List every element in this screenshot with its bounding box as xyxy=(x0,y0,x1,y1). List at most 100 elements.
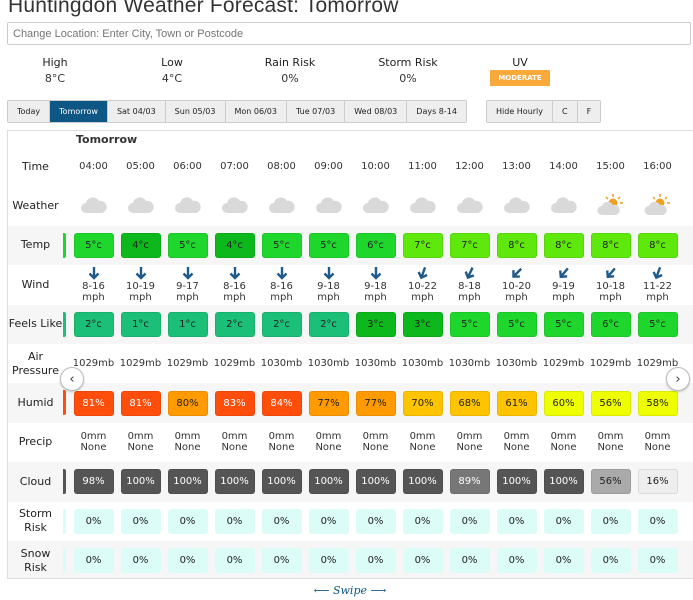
wind-unit: mph xyxy=(599,292,622,304)
snow-value: 0% xyxy=(496,548,537,574)
time-value: 10:00 xyxy=(361,161,390,173)
cloud-cell: 100% xyxy=(352,462,399,501)
humid-cell: 61% xyxy=(493,383,540,422)
cloud-value: 100% xyxy=(355,469,396,495)
swipe-hint: ⟵ Swipe ⟶ xyxy=(313,584,387,597)
snow-value: 0% xyxy=(637,548,678,574)
tab-sat-04-03[interactable]: Sat 04/03 xyxy=(107,101,166,122)
row-storm: Storm Risk 0% 0% 0% 0% 0% 0% 0% 0% 0% 0% 0% 0% 0% xyxy=(8,502,693,541)
tab-days-8-14[interactable]: Days 8-14 xyxy=(407,101,466,122)
option-c[interactable]: C xyxy=(553,101,578,122)
humid-cell: 77% xyxy=(305,383,352,422)
storm-cell: 0% xyxy=(70,502,117,541)
tab-wed-08-03[interactable]: Wed 08/03 xyxy=(345,101,408,122)
cloud-value: 98% xyxy=(73,469,114,495)
tab-tomorrow[interactable]: Tomorrow xyxy=(50,101,108,122)
option-f[interactable]: F xyxy=(577,101,601,122)
storm-value: 0% xyxy=(120,508,161,534)
humid-value: 61% xyxy=(496,390,537,416)
feels-value: 3°c xyxy=(355,311,396,337)
cloud-value: 100% xyxy=(261,469,302,495)
temp-value: 4°c xyxy=(120,232,161,258)
option-hide-hourly[interactable]: Hide Hourly xyxy=(487,101,554,122)
scroll-right-button[interactable]: › xyxy=(666,367,690,391)
cloud-value: 89% xyxy=(449,469,490,495)
storm-cell: 0% xyxy=(540,502,587,541)
temp-value: 8°c xyxy=(543,232,584,258)
time-value: 09:00 xyxy=(314,161,343,173)
wind-unit: mph xyxy=(223,292,246,304)
pressure-value: 1029mb xyxy=(213,358,256,370)
cells-snow: 0% 0% 0% 0% 0% 0% 0% 0% 0% 0% 0% 0% 0% xyxy=(70,541,681,578)
cloud-icon xyxy=(267,195,297,218)
pressure-value: 1030mb xyxy=(448,358,491,370)
row-temp: Temp 5°c 4°c 5°c 4°c 5°c 5°c 6°c 7°c 7°c 8°c 8°c 8°c… xyxy=(8,225,693,266)
feels-value: 1°c xyxy=(167,311,208,337)
snow-cell: 0% xyxy=(117,541,164,578)
scroll-left-button[interactable]: ‹ xyxy=(60,367,84,391)
wind-cell: 8-16 mph xyxy=(211,265,258,304)
wind-arrow-icon xyxy=(322,266,336,281)
time-value: 06:00 xyxy=(173,161,202,173)
hourly-forecast-table[interactable]: Tomorrow Time 04:00 05:00 06:00 07:00 08:00 09… xyxy=(7,130,693,579)
tab-mon-06-03[interactable]: Mon 06/03 xyxy=(225,101,287,122)
sun-cloud-icon xyxy=(643,193,673,219)
humid-value: 70% xyxy=(402,390,443,416)
pressure-value: 1030mb xyxy=(354,358,397,370)
cells-time: 04:00 05:00 06:00 07:00 08:00 09:00 10:00 11:00… xyxy=(70,147,681,186)
cloud-cell: 100% xyxy=(164,462,211,501)
weather-cell xyxy=(399,186,446,225)
snow-value: 0% xyxy=(120,548,161,574)
tab-today[interactable]: Today xyxy=(8,101,51,122)
tab-sun-05-03[interactable]: Sun 05/03 xyxy=(165,101,226,122)
precip-cell: 0mm None xyxy=(540,423,587,462)
weather-cell xyxy=(164,186,211,225)
cloud-icon xyxy=(220,195,250,218)
weather-cell xyxy=(117,186,164,225)
precip-cell: 0mm None xyxy=(493,423,540,462)
time-value: 05:00 xyxy=(126,161,155,173)
row-time: Time 04:00 05:00 06:00 07:00 08:00 09:00 10:00 1… xyxy=(8,147,693,186)
wind-arrow-icon xyxy=(181,266,195,281)
precip-type: None xyxy=(268,442,295,454)
temp-cell: 5°c xyxy=(70,226,117,265)
wind-cell: 11-22 mph xyxy=(634,265,681,304)
cloud-value: 56% xyxy=(590,469,631,495)
precip-type: None xyxy=(456,442,483,454)
snow-cell: 0% xyxy=(305,541,352,578)
precip-cell: 0mm None xyxy=(117,423,164,462)
pressure-cell: 1029mb xyxy=(587,344,634,383)
pressure-cell: 1029mb xyxy=(634,344,681,383)
summary-value: 4°C xyxy=(161,72,183,85)
feels-cell: 5°c xyxy=(634,305,681,344)
pressure-value: 1029mb xyxy=(119,358,162,370)
wind-unit: mph xyxy=(505,292,528,304)
row-wind: Wind 8-16 mph 10-19 mph 9-17 mph 8-16 mph 8-16 mph… xyxy=(8,265,693,304)
precip-cell: 0mm None xyxy=(634,423,681,462)
summary-low: Low 4°C xyxy=(122,56,222,85)
wind-unit: mph xyxy=(317,292,340,304)
snow-value: 0% xyxy=(308,548,349,574)
storm-value: 0% xyxy=(73,508,114,534)
wind-cell: 8-16 mph xyxy=(70,265,117,304)
feels-cell: 2°c xyxy=(211,305,258,344)
precip-amount: 0mm xyxy=(268,431,295,443)
time-cell: 13:00 xyxy=(493,147,540,186)
feels-cell: 6°c xyxy=(587,305,634,344)
row-snow: Snow Risk 0% 0% 0% 0% 0% 0% 0% 0% 0% 0% 0% 0% 0% xyxy=(8,541,693,578)
storm-cell: 0% xyxy=(211,502,258,541)
feels-cell: 5°c xyxy=(540,305,587,344)
pressure-value: 1030mb xyxy=(495,358,538,370)
pressure-cell: 1029mb xyxy=(117,344,164,383)
storm-cell: 0% xyxy=(493,502,540,541)
storm-cell: 0% xyxy=(164,502,211,541)
clipped-cell xyxy=(63,311,66,337)
tab-tue-07-03[interactable]: Tue 07/03 xyxy=(286,101,346,122)
wind-unit: mph xyxy=(411,292,434,304)
location-search-input[interactable] xyxy=(7,22,691,45)
snow-cell: 0% xyxy=(634,541,681,578)
cloud-cell: 100% xyxy=(258,462,305,501)
wind-speed: 9-18 xyxy=(364,281,387,293)
humid-value: 77% xyxy=(308,390,349,416)
precip-amount: 0mm xyxy=(597,431,624,443)
